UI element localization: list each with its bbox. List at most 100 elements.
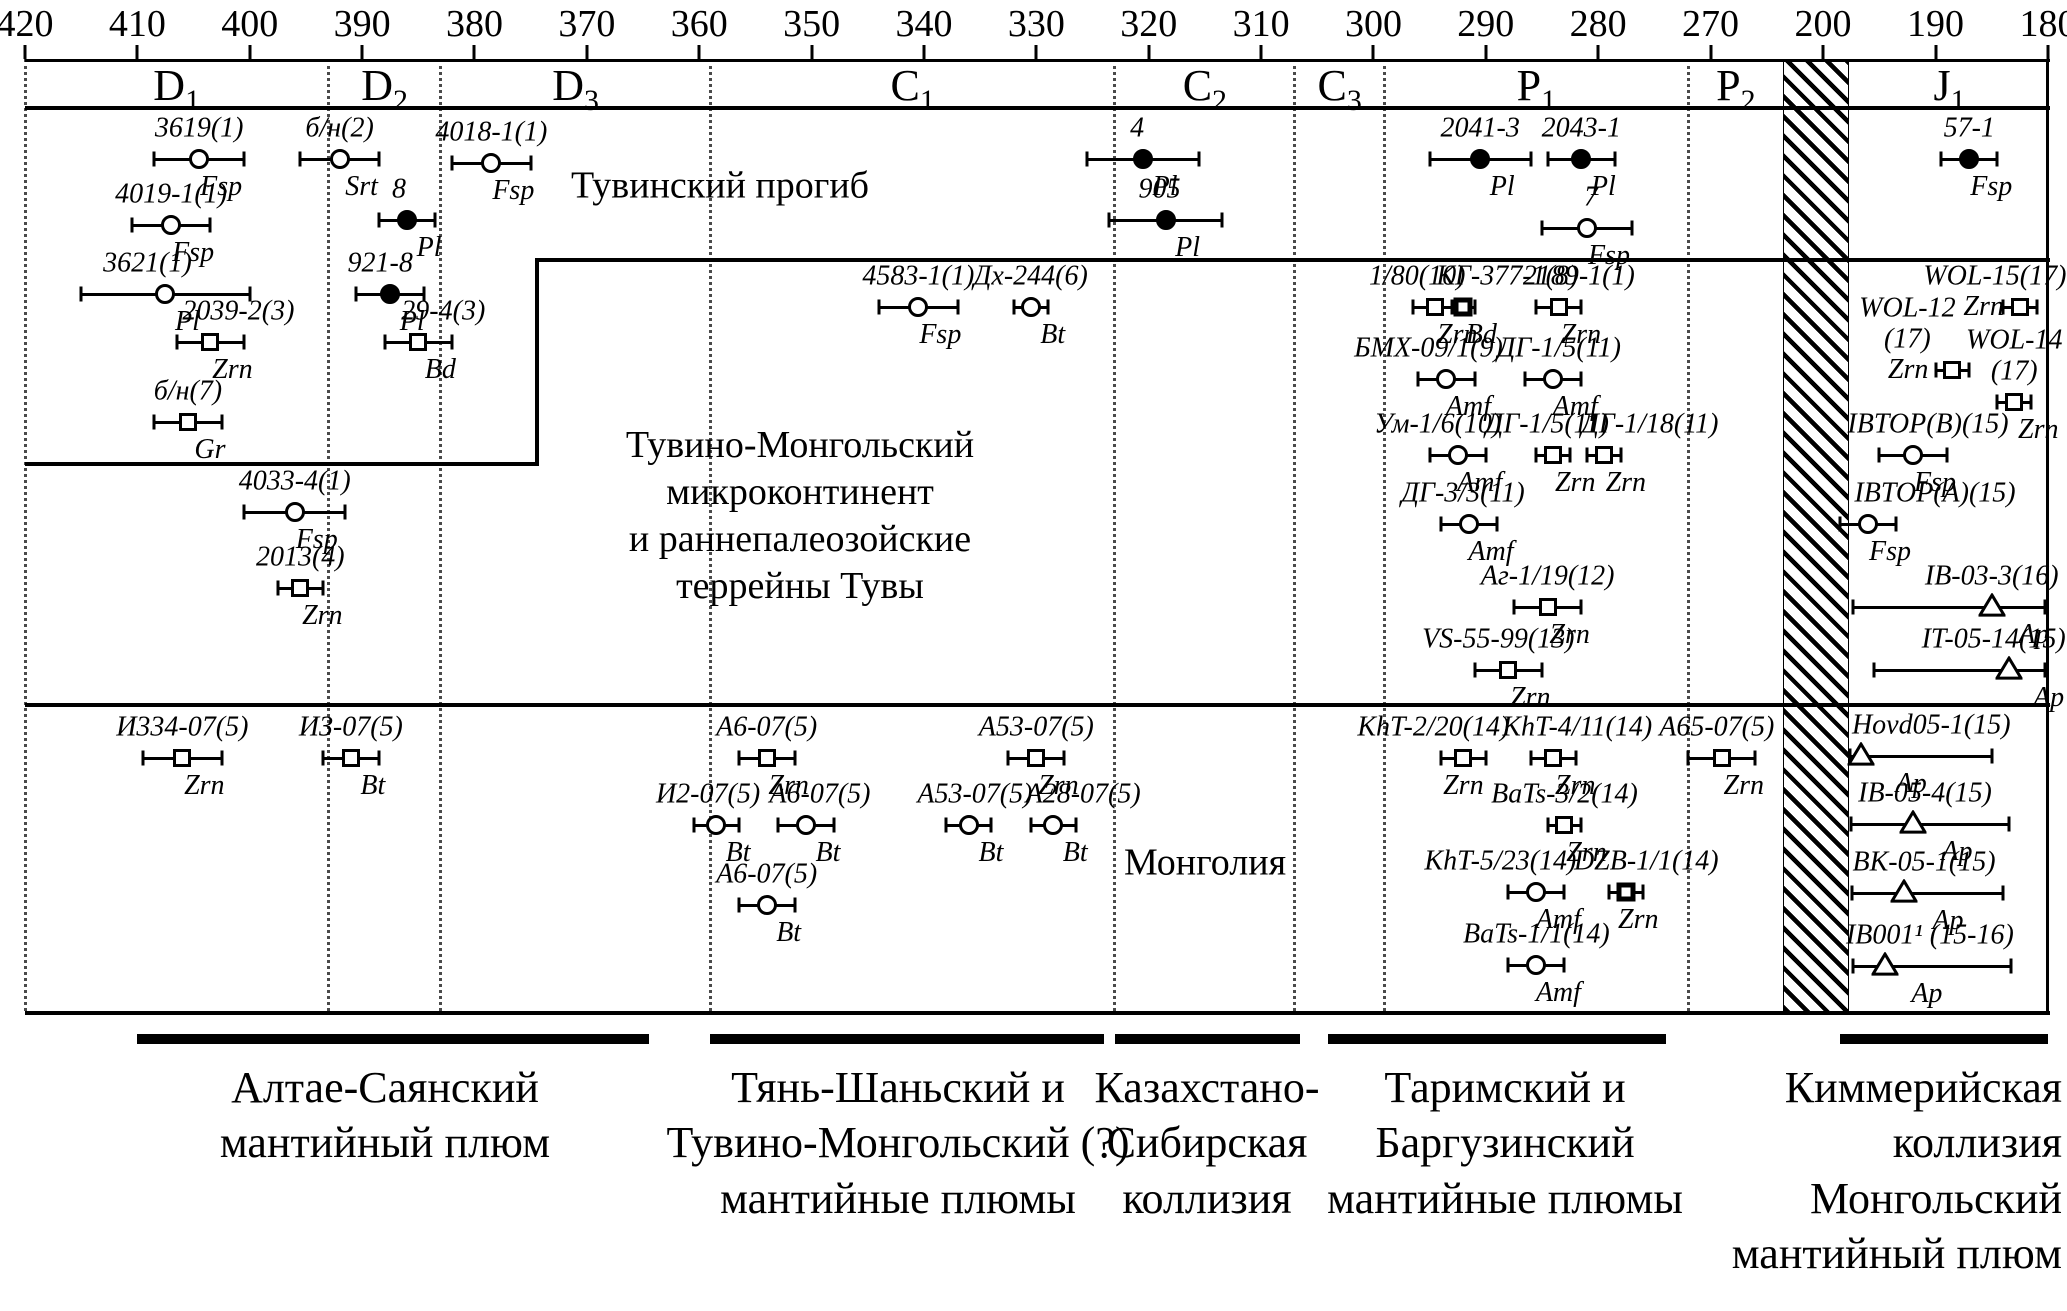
symbol-square-bold xyxy=(1616,882,1636,902)
error-bar-cap xyxy=(321,750,325,766)
scale-break-hatch xyxy=(1783,61,1849,1011)
sample-label: A6-07(5) xyxy=(769,778,871,810)
error-bar-cap xyxy=(1619,447,1623,463)
error-bar-cap xyxy=(1529,151,1533,167)
period-boundary-line xyxy=(439,59,443,1011)
mineral-label: Zrn xyxy=(1549,619,1590,650)
error-bar-cap xyxy=(1107,212,1111,228)
sample-label: 3619(1) xyxy=(154,112,244,144)
symbol-square xyxy=(201,333,220,351)
symbol-circle xyxy=(329,149,350,169)
error-bar-cap xyxy=(1012,299,1016,315)
axis-tick-mark xyxy=(697,45,701,59)
error-bar-cap xyxy=(877,299,881,315)
error-bar-cap xyxy=(1574,750,1578,766)
mineral-label: Pl xyxy=(175,306,200,337)
error-bar-cap xyxy=(1484,750,1488,766)
symbol-circle xyxy=(189,149,210,169)
error-bar-cap xyxy=(1512,599,1516,615)
symbol-square xyxy=(757,749,776,767)
period-label: D3 xyxy=(552,61,599,117)
mineral-label: Zrn xyxy=(184,770,225,801)
error-bar-cap xyxy=(1062,750,1066,766)
error-bar-cap xyxy=(1753,750,1757,766)
symbol-square xyxy=(1027,749,1046,767)
sample-label: И2-07(5) xyxy=(655,778,761,810)
period-label-subscript: 1 xyxy=(185,83,201,117)
error-bar-cap xyxy=(1220,212,1224,228)
mineral-label: Zrn xyxy=(1443,770,1484,801)
sample-label: 57-1 xyxy=(1943,112,1995,144)
sample-label: KhT-2/20(14) xyxy=(1357,711,1510,743)
error-bar-cap xyxy=(175,334,179,350)
axis-line xyxy=(25,59,2050,62)
sample-label: BaTs-3/2(14) xyxy=(1491,778,1638,810)
error-bar-cap xyxy=(2001,299,2005,315)
sample-label: KhT-5/23(14) xyxy=(1424,845,1577,877)
axis-tick-mark xyxy=(2046,45,2050,59)
symbol-circle xyxy=(1526,882,1547,902)
sample-label: 8 xyxy=(392,173,407,205)
axis-tick-label: 410 xyxy=(108,3,166,45)
sample-label: DZB-1/1(14) xyxy=(1573,845,1719,877)
event-label: Таримский и Баргузинский мантийные плюмы xyxy=(1327,1063,1683,1223)
axis-tick-mark xyxy=(1821,45,1825,59)
error-bar-cap xyxy=(152,414,156,430)
period-boundary-line xyxy=(708,59,712,1011)
error-bar-cap xyxy=(1450,299,1454,315)
axis-tick-label: 340 xyxy=(895,3,953,45)
axis-tick-mark xyxy=(922,45,926,59)
mineral-label: Zrn xyxy=(1510,682,1551,713)
period-boundary-line xyxy=(1113,59,1117,1011)
error-bar-cap xyxy=(737,750,741,766)
sample-label: 2043-1 xyxy=(1541,112,1621,144)
event-duration-bar xyxy=(710,1034,1104,1044)
axis-tick-mark xyxy=(585,45,589,59)
error-bar-cap xyxy=(220,414,224,430)
error-bar-cap xyxy=(1506,884,1510,900)
symbol-square-bold xyxy=(1453,297,1473,317)
mineral-label: Zrn xyxy=(2018,414,2059,445)
symbol-circle xyxy=(706,815,727,835)
event-duration-bar xyxy=(1114,1034,1301,1044)
period-label: P2 xyxy=(1716,61,1756,117)
sample-label: БМХ-09/1(9) xyxy=(1354,332,1503,364)
frame-left-line xyxy=(24,59,27,1011)
sample-label: IB-03-3(16) xyxy=(1924,560,2059,592)
error-bar-cap xyxy=(1473,662,1477,678)
error-bar-cap xyxy=(1439,516,1443,532)
sample-label: КГ-377-1(8) xyxy=(1436,260,1579,292)
axis-tick-label: 180 xyxy=(2019,3,2067,45)
period-boundary-line xyxy=(326,59,330,1011)
mineral-label: Amf xyxy=(1535,904,1581,935)
error-bar-cap xyxy=(1006,750,1010,766)
axis-tick-label: 290 xyxy=(1457,3,1515,45)
period-label-subscript: 2 xyxy=(392,83,408,117)
period-row-divider xyxy=(25,106,2050,110)
period-label-subscript: 2 xyxy=(1740,83,1756,117)
error-bar-cap xyxy=(450,155,454,171)
error-bar-cap xyxy=(1534,447,1538,463)
mineral-label: Fsp xyxy=(1970,171,2013,202)
symbol-circle xyxy=(1543,369,1564,389)
error-bar-cap xyxy=(321,580,325,596)
axis-tick-label: 190 xyxy=(1907,3,1964,45)
period-boundary-line xyxy=(1293,59,1297,1011)
mineral-label: Zrn xyxy=(1963,291,2004,322)
period-label-subscript: 1 xyxy=(919,83,935,117)
error-bar-cap xyxy=(208,217,212,233)
axis-tick-mark xyxy=(1147,45,1151,59)
symbol-circle xyxy=(1447,445,1468,465)
axis-tick-label: 330 xyxy=(1007,3,1065,45)
error-bar-cap xyxy=(152,151,156,167)
error-bar-cap xyxy=(832,817,836,833)
period-label: P1 xyxy=(1516,61,1557,117)
region-label: Тувино-Монгольский микроконтинент и ранн… xyxy=(625,423,975,608)
error-bar-cap xyxy=(793,750,797,766)
period-label-subscript: 3 xyxy=(1346,83,1362,117)
period-label: D2 xyxy=(361,61,408,117)
sample-label: 1/80(10) xyxy=(1369,260,1466,292)
axis-tick-mark xyxy=(1596,45,1600,59)
mineral-label: Pl xyxy=(1175,232,1200,263)
